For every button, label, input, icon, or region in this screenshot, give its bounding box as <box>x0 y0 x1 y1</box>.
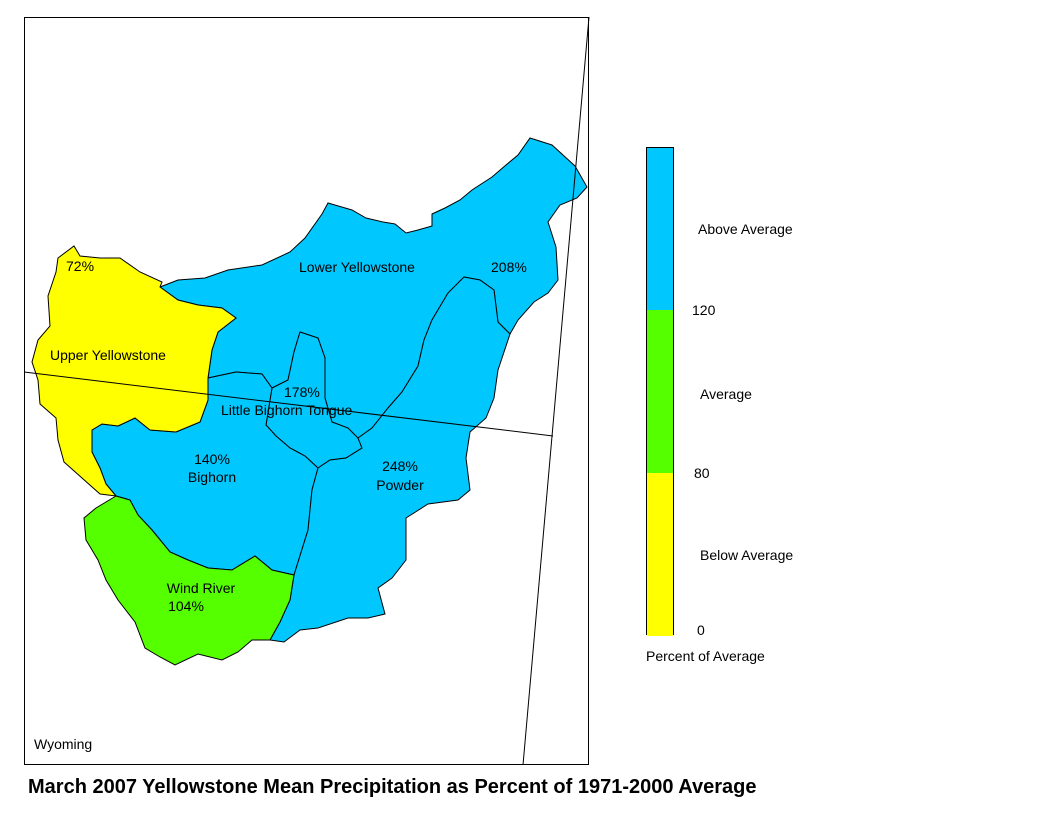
legend-label-above: Above Average <box>698 221 793 237</box>
legend-tick-0: 0 <box>697 622 705 638</box>
state-boundary-north <box>23 371 554 437</box>
legend-swatch-average <box>647 310 673 473</box>
basin-wind-river <box>83 495 295 666</box>
legend-tick-80: 80 <box>694 465 710 481</box>
lower-yellowstone-name: Lower Yellowstone <box>299 259 415 275</box>
bighorn-value: 140% <box>194 451 230 467</box>
wind-river-name: Wind River <box>166 580 236 596</box>
map-title: March 2007 Yellowstone Mean Precipitatio… <box>28 776 757 798</box>
powder-name: Powder <box>376 477 424 493</box>
legend-tick-120: 120 <box>692 302 716 318</box>
basin-powder <box>269 276 511 643</box>
legend-color-bar <box>646 147 674 636</box>
legend-swatch-above <box>647 148 673 310</box>
legend-label-average: Average <box>700 386 752 402</box>
legend-title: Percent of Average <box>646 648 765 664</box>
upper-yellowstone-name: Upper Yellowstone <box>50 347 166 363</box>
basin-upper-yellowstone <box>31 245 237 497</box>
powder-value: 248% <box>382 458 418 474</box>
little-bighorn-tongue-name: Little Bighorn Tongue <box>221 402 353 418</box>
bighorn-name: Bighorn <box>187 469 237 485</box>
state-label: Wyoming <box>34 736 93 752</box>
lower-yellowstone-value: 208% <box>491 259 527 275</box>
legend-label-below: Below Average <box>700 547 794 563</box>
wind-river-value: 104% <box>168 598 204 614</box>
upper-yellowstone-value: 72% <box>66 258 95 274</box>
little-bighorn-tongue-value: 178% <box>284 384 320 400</box>
state-boundary-east <box>522 16 590 766</box>
legend-swatch-below <box>647 473 673 636</box>
